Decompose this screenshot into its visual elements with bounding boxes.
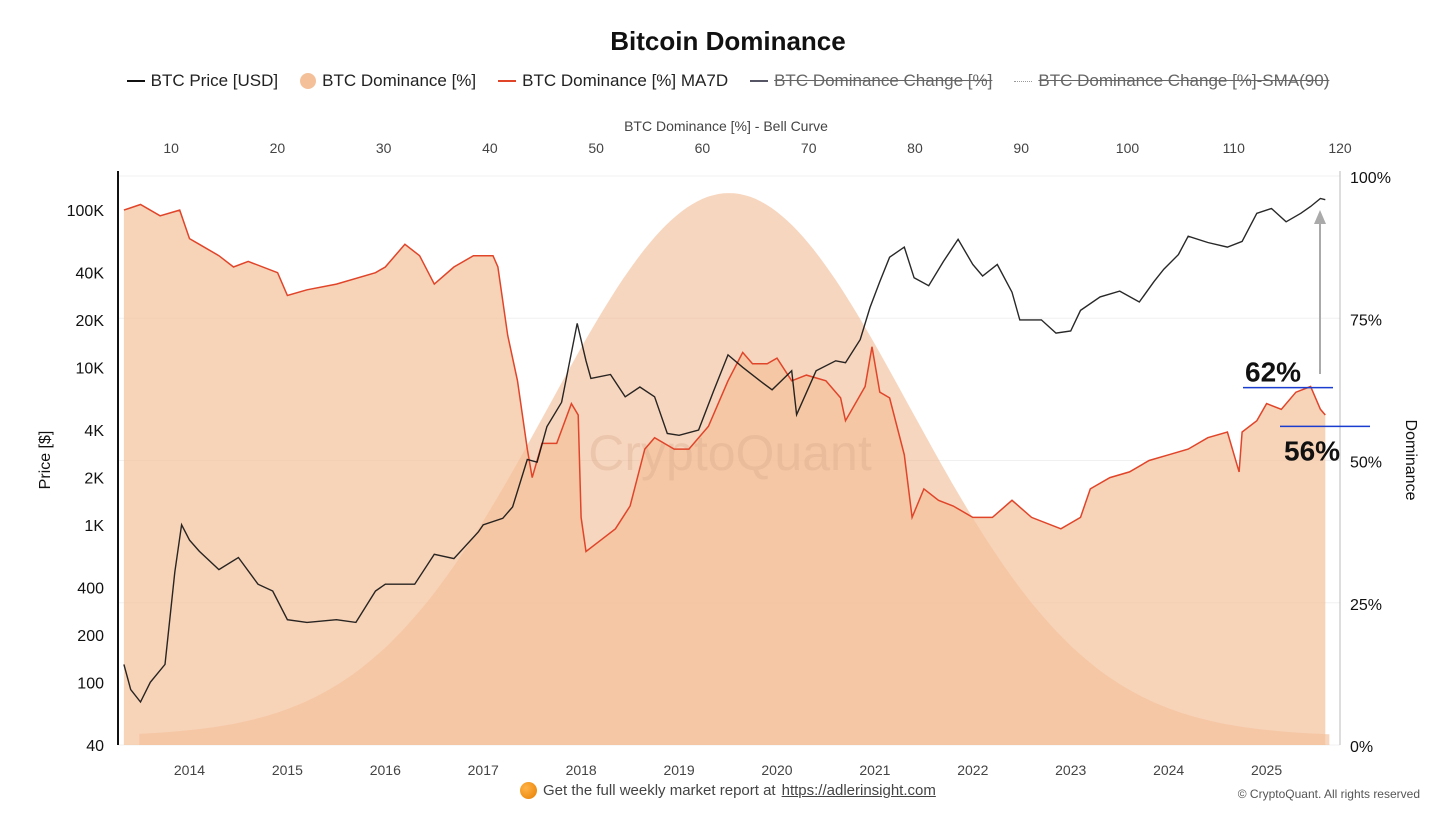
- top-tick-label: 50: [588, 140, 604, 156]
- left-tick-label: 4K: [84, 423, 104, 440]
- left-tick-label: 100: [77, 675, 104, 692]
- top-tick-label: 60: [695, 140, 711, 156]
- footer: Get the full weekly market report at http…: [520, 782, 936, 799]
- legend-swatch: [498, 80, 517, 82]
- top-tick-label: 110: [1223, 140, 1246, 156]
- top-tick-label: 30: [376, 140, 392, 156]
- legend-label: BTC Dominance [%] MA7D: [522, 71, 729, 90]
- left-tick-label: 200: [77, 628, 104, 645]
- legend-swatch: [126, 80, 145, 82]
- x-tick-label: 2023: [1055, 762, 1086, 778]
- x-tick-label: 2015: [272, 762, 303, 778]
- right-tick-label: 0%: [1350, 739, 1373, 756]
- legend-label: BTC Dominance Change [%]: [774, 71, 993, 90]
- x-tick-label: 2025: [1251, 762, 1282, 778]
- right-axis-label: Dominance: [1402, 420, 1419, 501]
- left-tick-label: 400: [77, 581, 104, 598]
- top-tick-label: 90: [1013, 140, 1029, 156]
- annotation-56: 56%: [1284, 435, 1340, 466]
- left-tick-label: 20K: [76, 313, 105, 330]
- legend-swatch: [750, 80, 769, 82]
- legend-swatch: [300, 73, 317, 89]
- legend-btc-price[interactable]: BTC Price [USD]: [126, 71, 279, 91]
- left-tick-label: 1K: [84, 518, 104, 535]
- legend-btc-dominance-ma7d[interactable]: BTC Dominance [%] MA7D: [498, 71, 728, 91]
- top-tick-label: 100: [1116, 140, 1140, 156]
- copyright: © CryptoQuant. All rights reserved: [1237, 787, 1420, 801]
- left-tick-label: 40K: [76, 266, 105, 283]
- btc-dominance-ma7d-line: [123, 203, 1326, 553]
- legend-label: BTC Dominance [%]: [322, 71, 477, 90]
- legend-btc-dominance[interactable]: BTC Dominance [%]: [300, 71, 476, 91]
- right-tick-label: 25%: [1350, 597, 1382, 614]
- legend: BTC Price [USD] BTC Dominance [%] BTC Do…: [0, 71, 1456, 91]
- x-tick-label: 2022: [957, 762, 988, 778]
- x-tick-label: 2014: [174, 762, 205, 778]
- legend-label: BTC Dominance Change [%]-SMA(90): [1038, 71, 1330, 90]
- legend-dominance-change-sma[interactable]: BTC Dominance Change [%]-SMA(90): [1014, 71, 1329, 91]
- x-tick-label: 2020: [761, 762, 792, 778]
- chart-title: Bitcoin Dominance: [610, 26, 846, 56]
- right-tick-label: 50%: [1350, 455, 1382, 472]
- top-axis-label: BTC Dominance [%] - Bell Curve: [624, 118, 828, 134]
- footer-text: Get the full weekly market report at: [543, 782, 776, 799]
- arrow-up-icon: [1314, 210, 1326, 224]
- footer-link[interactable]: https://adlerinsight.com: [781, 782, 936, 799]
- btc-dominance-area: [123, 204, 1326, 745]
- top-tick-label: 120: [1328, 140, 1352, 156]
- top-tick-label: 70: [801, 140, 817, 156]
- legend-swatch: [1014, 80, 1033, 82]
- top-tick-label: 20: [270, 140, 286, 156]
- orange-dot-icon: [520, 782, 537, 799]
- x-tick-label: 2021: [859, 762, 890, 778]
- x-tick-label: 2024: [1153, 762, 1184, 778]
- top-tick-label: 40: [482, 140, 498, 156]
- left-tick-label: 2K: [84, 470, 104, 487]
- x-tick-label: 2017: [468, 762, 499, 778]
- right-tick-label: 100%: [1350, 170, 1391, 187]
- top-tick-label: 10: [163, 140, 179, 156]
- x-tick-label: 2016: [370, 762, 401, 778]
- left-tick-label: 10K: [76, 360, 105, 377]
- legend-label: BTC Price [USD]: [150, 71, 279, 90]
- annotation-62: 62%: [1245, 357, 1301, 388]
- x-tick-label: 2019: [663, 762, 694, 778]
- watermark: CryptoQuant: [588, 425, 872, 481]
- left-axis-label: Price [$]: [37, 431, 54, 490]
- btc-price-line: [123, 197, 1326, 704]
- legend-dominance-change[interactable]: BTC Dominance Change [%]: [750, 71, 992, 91]
- left-tick-label: 40: [86, 738, 104, 755]
- left-tick-label: 100K: [67, 203, 105, 220]
- right-tick-label: 75%: [1350, 312, 1382, 329]
- x-tick-label: 2018: [566, 762, 597, 778]
- top-tick-label: 80: [907, 140, 923, 156]
